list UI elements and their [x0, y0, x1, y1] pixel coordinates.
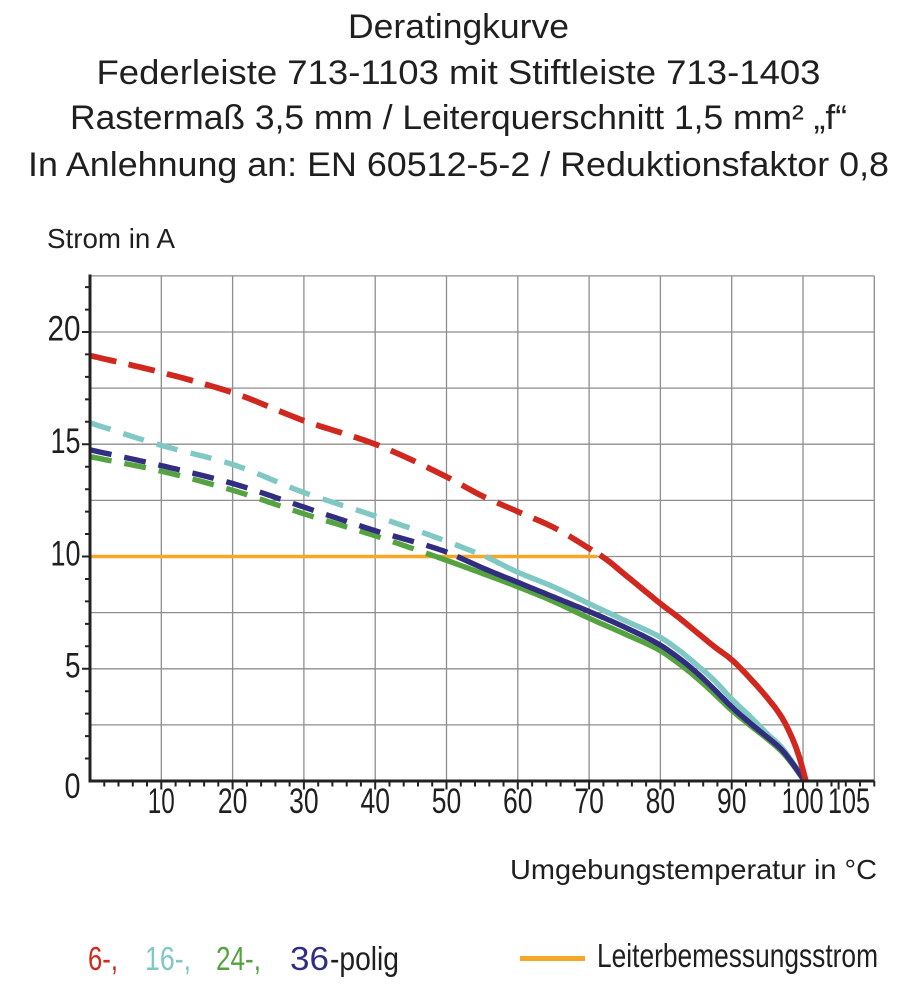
svg-text:10: 10: [51, 534, 81, 573]
svg-text:24-,: 24-,: [216, 940, 261, 977]
svg-text:36: 36: [290, 940, 329, 977]
svg-text:Rastermaß 3,5 mm / Leiterquers: Rastermaß 3,5 mm / Leiterquerschnitt 1,5…: [70, 99, 847, 137]
svg-text:5: 5: [65, 646, 81, 685]
svg-text:50: 50: [432, 782, 462, 821]
svg-text:10: 10: [148, 782, 175, 821]
svg-text:0: 0: [65, 767, 81, 806]
svg-text:60: 60: [503, 782, 533, 821]
svg-text:80: 80: [646, 782, 676, 821]
svg-text:20: 20: [218, 782, 248, 821]
svg-text:20: 20: [48, 310, 81, 349]
svg-text:-polig: -polig: [330, 940, 399, 977]
svg-text:15: 15: [51, 422, 81, 461]
svg-text:6-,: 6-,: [88, 940, 118, 977]
svg-text:105: 105: [828, 782, 870, 821]
svg-text:Leiterbemessungsstrom: Leiterbemessungsstrom: [597, 937, 878, 974]
svg-text:Deratingkurve: Deratingkurve: [348, 8, 569, 46]
svg-text:Umgebungstemperatur in °C: Umgebungstemperatur in °C: [510, 854, 877, 885]
svg-text:30: 30: [289, 782, 319, 821]
svg-text:40: 40: [360, 782, 390, 821]
svg-text:90: 90: [717, 782, 747, 821]
svg-text:16-,: 16-,: [145, 940, 191, 977]
svg-text:Federleiste 713-1103 mit Stift: Federleiste 713-1103 mit Stiftleiste 713…: [97, 54, 821, 92]
svg-text:100: 100: [782, 782, 824, 821]
svg-text:70: 70: [574, 782, 604, 821]
svg-text:In Anlehnung an: EN 60512-5-2: In Anlehnung an: EN 60512-5-2 / Reduktio…: [28, 146, 889, 184]
svg-text:Strom in A: Strom in A: [47, 223, 175, 254]
